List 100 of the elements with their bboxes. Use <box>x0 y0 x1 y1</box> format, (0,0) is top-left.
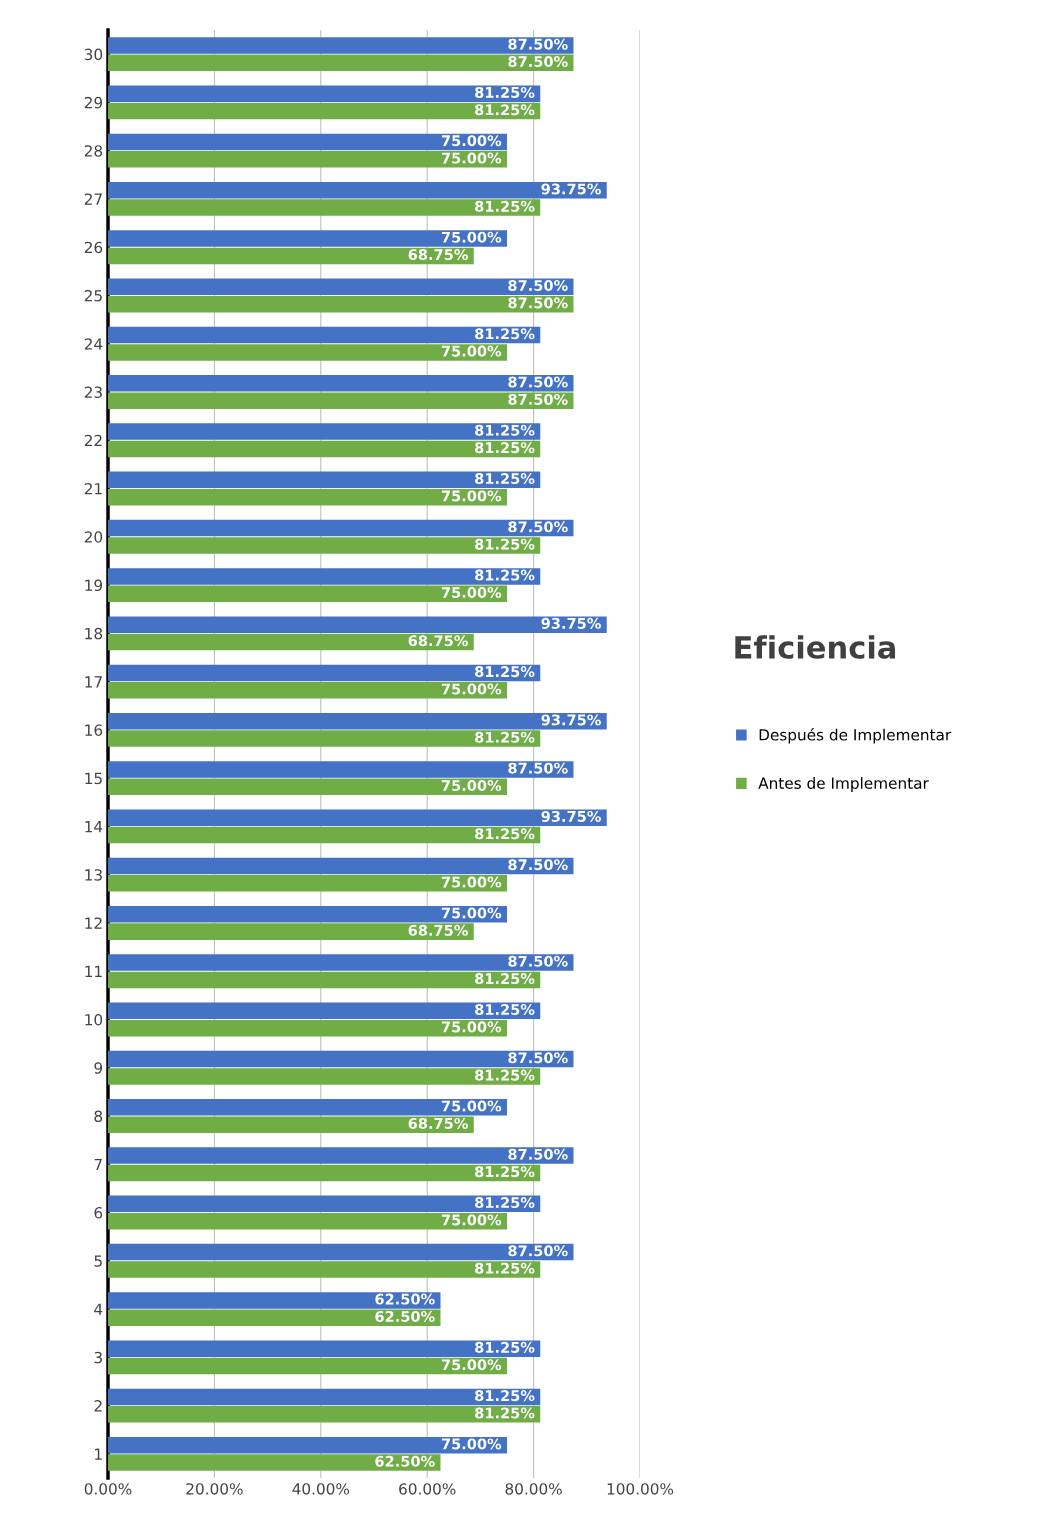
data-label: 87.50% <box>508 1245 568 1257</box>
data-label: 75.00% <box>441 135 502 147</box>
bar <box>108 633 474 651</box>
bar <box>108 295 574 313</box>
data-label: 87.50% <box>508 376 568 388</box>
y-tick-label: 6 <box>94 1207 103 1219</box>
data-label: 75.00% <box>441 1021 502 1033</box>
data-label: 68.75% <box>408 924 468 936</box>
data-label: 81.25% <box>475 104 535 116</box>
data-label: 87.50% <box>508 297 568 309</box>
bar <box>108 1116 474 1133</box>
y-tick-label: 9 <box>94 1062 103 1074</box>
bar <box>108 54 574 72</box>
data-label: 75.00% <box>441 152 502 164</box>
legend-label: Antes de Implementar <box>758 777 929 792</box>
data-label: 81.25% <box>475 200 535 212</box>
x-tick-label: 80.00% <box>505 1483 562 1495</box>
x-tick-label: 60.00% <box>399 1483 456 1495</box>
bar <box>108 278 574 296</box>
bar <box>108 971 541 989</box>
bar <box>108 326 541 344</box>
data-label: 81.25% <box>475 1069 535 1081</box>
bar <box>108 344 507 361</box>
data-label: 81.25% <box>475 828 535 840</box>
bar <box>108 1309 441 1327</box>
text: Eficiencia <box>735 635 896 659</box>
bar <box>108 519 574 537</box>
bar <box>108 1292 441 1309</box>
data-label: 68.75% <box>408 1117 468 1129</box>
y-tick-label: 17 <box>85 676 102 688</box>
y-tick-label: 19 <box>85 579 103 592</box>
data-label: 75.00% <box>441 1359 502 1371</box>
data-label: 75.00% <box>441 683 502 695</box>
y-tick-label: 15 <box>85 772 102 785</box>
bar <box>108 905 507 923</box>
data-label: 93.75% <box>541 810 601 822</box>
bar <box>108 778 507 796</box>
bar <box>108 37 574 54</box>
bar <box>108 1357 507 1375</box>
bar <box>108 199 541 216</box>
data-label: 87.50% <box>508 1052 568 1064</box>
data-label: 75.00% <box>441 586 502 598</box>
data-label: 81.25% <box>475 328 535 340</box>
data-label: 75.00% <box>441 876 502 888</box>
y-tick-label: 18 <box>85 627 103 640</box>
bar <box>108 247 474 265</box>
y-tick-label: 12 <box>85 917 102 929</box>
y-tick-label: 25 <box>84 289 102 302</box>
x-tick-label: 40.00% <box>292 1483 350 1495</box>
y-tick-label: 3 <box>94 1351 102 1364</box>
bar <box>108 537 541 554</box>
data-label: 93.75% <box>541 714 601 726</box>
bar <box>108 1454 441 1471</box>
bar <box>108 1388 541 1406</box>
data-label: 81.25% <box>475 1341 535 1353</box>
bar <box>108 230 507 247</box>
bar <box>108 1340 541 1357</box>
bar <box>108 730 541 747</box>
data-label: 87.50% <box>508 762 568 774</box>
data-label: 87.50% <box>508 521 568 533</box>
bar <box>108 1406 541 1423</box>
data-label: 81.25% <box>475 86 535 98</box>
y-tick-label: 26 <box>84 241 103 254</box>
data-label: 68.75% <box>408 635 468 647</box>
bar <box>108 1050 574 1068</box>
data-label: 75.00% <box>441 780 502 792</box>
data-label: 87.50% <box>508 393 568 405</box>
y-tick-label: 7 <box>94 1158 102 1171</box>
bar <box>108 1019 507 1037</box>
y-tick-label: 8 <box>94 1110 103 1123</box>
data-label: 81.25% <box>475 1003 535 1016</box>
data-label: 75.00% <box>441 1100 502 1112</box>
y-tick-label: 24 <box>84 338 103 350</box>
data-label: 68.75% <box>408 249 468 261</box>
bar <box>108 85 541 102</box>
bar <box>108 423 541 440</box>
y-tick-label: 22 <box>84 434 102 447</box>
y-tick-label: 2 <box>94 1400 102 1412</box>
bar <box>108 1002 541 1020</box>
data-label: 87.50% <box>508 859 568 871</box>
data-label: 81.25% <box>475 666 535 678</box>
bar <box>108 1436 507 1454</box>
data-label: 81.25% <box>475 1197 535 1209</box>
y-tick-label: 20 <box>84 531 103 543</box>
data-label: 81.25% <box>475 569 535 581</box>
data-label: 75.00% <box>441 1438 502 1450</box>
data-label: 81.25% <box>475 424 535 436</box>
data-label: 81.25% <box>475 973 535 985</box>
data-label: 81.25% <box>475 1390 535 1402</box>
bar <box>108 392 574 409</box>
x-tick-label: 20.00% <box>186 1483 243 1495</box>
data-label: 81.25% <box>475 1166 535 1178</box>
y-tick-label: 23 <box>84 386 102 399</box>
x-tick-label: 100.00% <box>607 1483 674 1495</box>
data-label: 81.25% <box>475 538 535 550</box>
data-label: 62.50% <box>375 1455 435 1467</box>
y-tick-label: 13 <box>85 869 102 881</box>
bar <box>108 1147 574 1164</box>
bar <box>108 616 607 633</box>
y-tick-label: 16 <box>85 724 103 736</box>
